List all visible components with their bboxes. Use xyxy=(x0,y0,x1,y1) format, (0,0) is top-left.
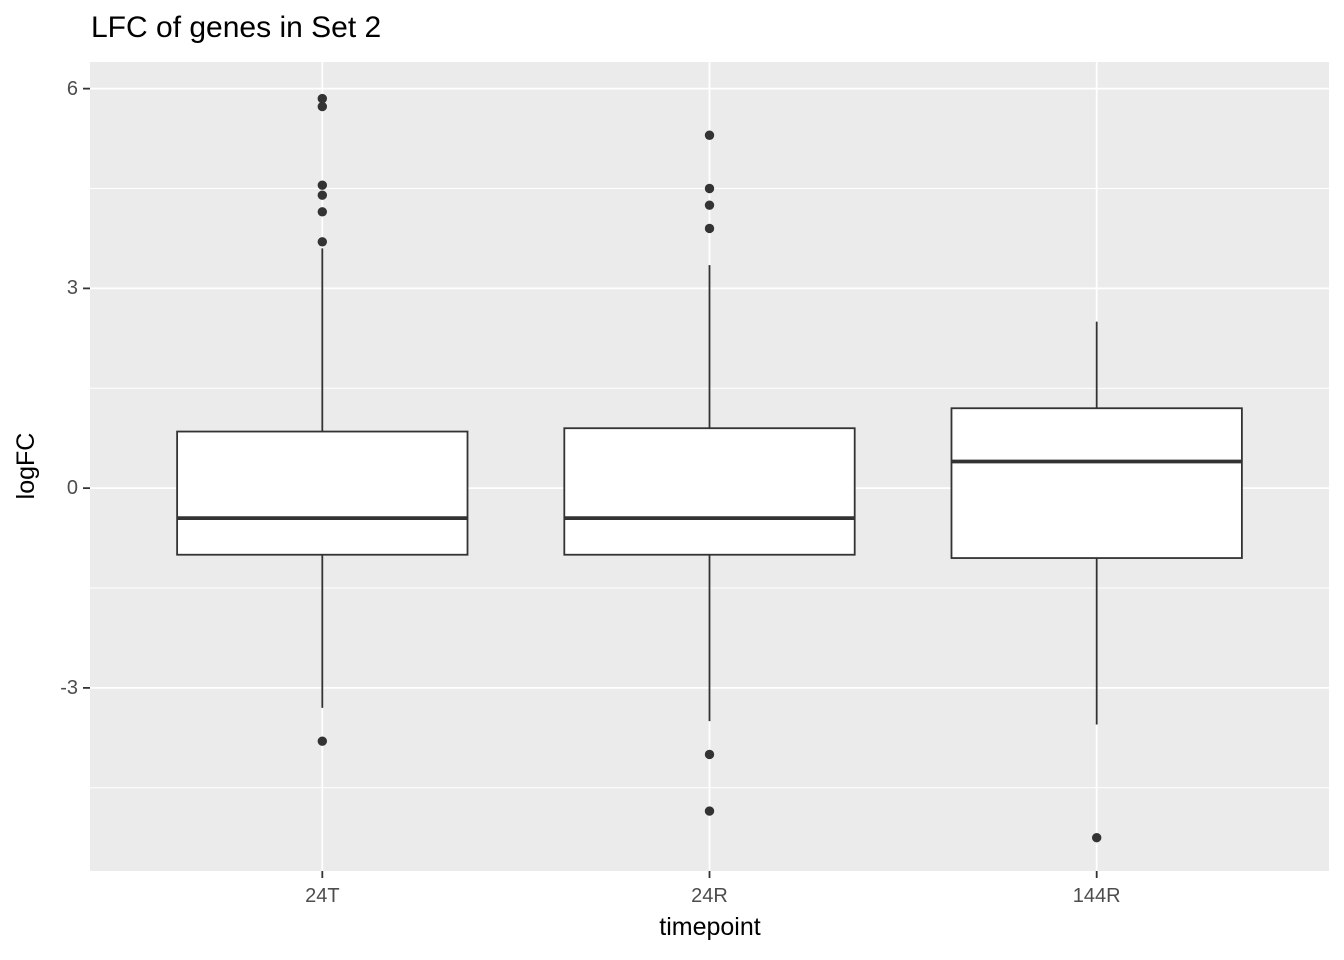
box-24T xyxy=(176,430,469,556)
y-tick-label-3: 3 xyxy=(66,277,78,300)
box-144R xyxy=(950,407,1243,559)
outlier-point-24R xyxy=(704,183,715,194)
outlier-point-24T xyxy=(317,736,328,746)
outlier-point-24T xyxy=(317,93,328,104)
y-axis-title: logFC xyxy=(12,432,40,500)
outlier-point-24R xyxy=(704,223,715,234)
y-tick-label-0: 0 xyxy=(66,477,78,500)
outlier-point-24R xyxy=(704,200,715,210)
outlier-point-24T xyxy=(317,180,328,190)
outlier-point-24T xyxy=(317,101,328,112)
x-axis-title: timepoint xyxy=(659,913,761,941)
y-tick-label-6: 6 xyxy=(66,77,78,100)
box-24R xyxy=(563,427,856,556)
outlier-point-24R xyxy=(704,806,715,816)
outlier-point-24T xyxy=(317,237,328,247)
y-tick-label--3: -3 xyxy=(60,676,78,699)
x-tick-label-24R: 24R xyxy=(691,885,728,907)
x-tick-label-144R: 144R xyxy=(1072,885,1121,907)
outlier-point-24T xyxy=(317,207,328,217)
outlier-point-24T xyxy=(317,190,328,200)
plot-title: LFC of genes in Set 2 xyxy=(91,11,382,44)
outlier-point-144R xyxy=(1091,833,1102,843)
outlier-point-24R xyxy=(704,130,715,140)
outlier-point-24R xyxy=(704,749,715,760)
x-tick-label-24T: 24T xyxy=(305,885,340,907)
